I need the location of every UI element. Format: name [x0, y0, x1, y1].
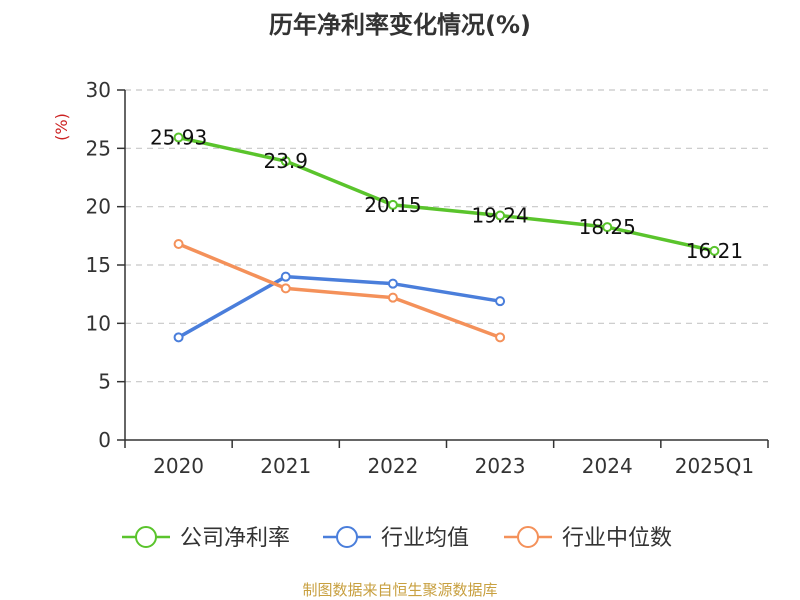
x-tick-label: 2020: [153, 454, 204, 478]
data-label: 16.21: [686, 239, 743, 263]
data-point: [387, 199, 398, 210]
data-label: 19.24: [471, 204, 528, 228]
data-label: 25.93: [150, 125, 207, 149]
series-lines: [173, 132, 720, 343]
data-point: [280, 283, 291, 294]
data-point: [602, 222, 613, 233]
y-tick-label: 20: [86, 195, 111, 219]
legend: 公司净利率 行业均值 行业中位数: [122, 526, 672, 551]
legend-label: 行业中位数: [562, 526, 672, 551]
data-point: [280, 271, 291, 282]
data-point: [387, 278, 398, 289]
legend-swatch-marker: [517, 526, 539, 548]
x-tick-label: 2024: [582, 454, 633, 478]
source-note: 制图数据来自恒生聚源数据库: [302, 581, 497, 599]
data-point: [495, 210, 506, 221]
x-tick-label: 2021: [260, 454, 311, 478]
axes: 0 5 10 15 20 25 30 2020 2021 2022 2023 2024 2025Q1: [86, 78, 769, 478]
data-point: [173, 239, 184, 249]
y-tick-label: 10: [86, 311, 111, 335]
x-tick-label: 2022: [367, 454, 418, 478]
data-point: [387, 292, 398, 303]
data-labels: 25.93 23.9 20.15 19.24 18.25 16.21: [150, 125, 743, 262]
data-point: [280, 156, 291, 167]
legend-swatch-marker: [135, 526, 157, 548]
y-tick-label: 0: [98, 428, 111, 452]
y-tick-label: 15: [86, 253, 111, 277]
series-line-2: [177, 242, 501, 339]
y-axis-unit-label: (%): [52, 113, 71, 141]
x-tick-label: 2025Q1: [675, 454, 754, 478]
legend-swatch-marker: [336, 526, 358, 548]
data-point: [495, 296, 506, 307]
data-point: [173, 332, 184, 343]
series-line-0: [178, 135, 715, 253]
grid-lines: [125, 89, 768, 383]
series-line-1: [177, 274, 501, 339]
legend-label: 公司净利率: [180, 526, 290, 551]
data-label: 20.15: [364, 193, 421, 217]
y-tick-label: 30: [86, 78, 111, 102]
data-point: [173, 132, 184, 143]
legend-label: 行业均值: [381, 526, 469, 551]
y-tick-label: 5: [98, 370, 111, 394]
data-label: 18.25: [579, 215, 636, 239]
x-tick-label: 2023: [475, 454, 526, 478]
data-label: 23.9: [263, 149, 308, 173]
chart-title: 历年净利率变化情况(%): [269, 11, 531, 39]
y-tick-label: 25: [86, 136, 111, 160]
data-point: [709, 245, 720, 256]
data-point: [495, 332, 506, 343]
